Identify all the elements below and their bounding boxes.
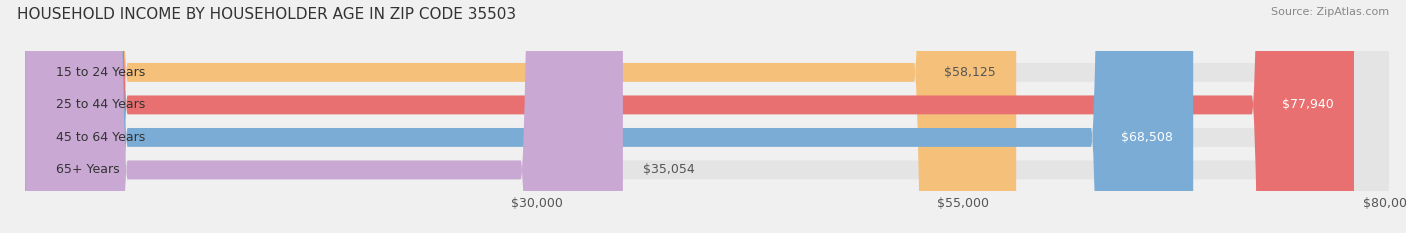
Text: 15 to 24 Years: 15 to 24 Years <box>56 66 145 79</box>
Text: $35,054: $35,054 <box>644 163 695 176</box>
FancyBboxPatch shape <box>25 0 1389 233</box>
FancyBboxPatch shape <box>25 0 1354 233</box>
FancyBboxPatch shape <box>25 0 1017 233</box>
FancyBboxPatch shape <box>25 0 623 233</box>
FancyBboxPatch shape <box>25 0 1194 233</box>
Text: $68,508: $68,508 <box>1121 131 1173 144</box>
FancyBboxPatch shape <box>25 0 1389 233</box>
FancyBboxPatch shape <box>25 0 1389 233</box>
Text: 25 to 44 Years: 25 to 44 Years <box>56 98 145 111</box>
Text: HOUSEHOLD INCOME BY HOUSEHOLDER AGE IN ZIP CODE 35503: HOUSEHOLD INCOME BY HOUSEHOLDER AGE IN Z… <box>17 7 516 22</box>
Text: $77,940: $77,940 <box>1282 98 1333 111</box>
Text: 45 to 64 Years: 45 to 64 Years <box>56 131 145 144</box>
Text: Source: ZipAtlas.com: Source: ZipAtlas.com <box>1271 7 1389 17</box>
Text: 65+ Years: 65+ Years <box>56 163 120 176</box>
Text: $58,125: $58,125 <box>943 66 995 79</box>
FancyBboxPatch shape <box>25 0 1389 233</box>
